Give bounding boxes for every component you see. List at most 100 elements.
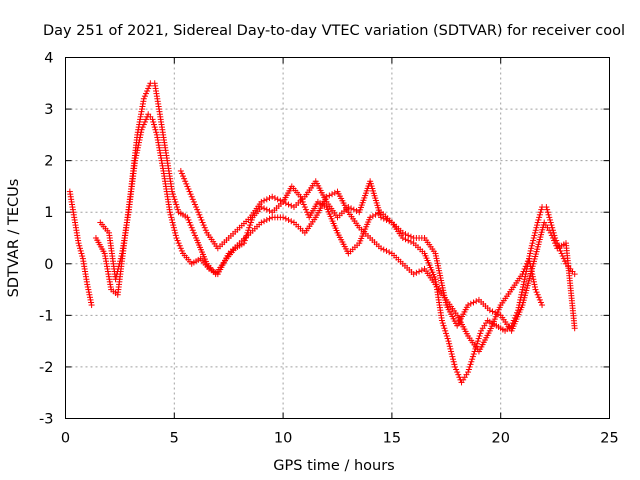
data-point (530, 278, 537, 285)
data-point (271, 195, 278, 202)
data-point (149, 116, 156, 123)
data-point (543, 204, 550, 211)
data-point (532, 286, 539, 293)
data-point (405, 237, 412, 244)
x-tick-label: 0 (61, 431, 70, 447)
data-point (137, 134, 144, 141)
data-point (521, 278, 528, 285)
data-point (85, 286, 92, 293)
data-point (150, 121, 157, 128)
data-point (378, 214, 385, 221)
data-point (184, 214, 191, 221)
data-point (441, 325, 448, 332)
data-point (520, 281, 527, 288)
data-point (348, 205, 355, 212)
data-point (172, 229, 179, 236)
data-point (453, 366, 460, 373)
data-point (529, 240, 536, 247)
data-point (139, 124, 146, 131)
data-point (195, 209, 202, 216)
data-point (439, 320, 446, 327)
data-point (525, 255, 532, 262)
data-point (535, 294, 542, 301)
data-point (518, 289, 525, 296)
data-point (302, 206, 309, 213)
data-point (277, 197, 284, 204)
data-point (145, 85, 152, 92)
data-point (153, 129, 160, 136)
data-point (531, 281, 538, 288)
data-point (266, 195, 273, 202)
data-point (186, 219, 193, 226)
data-point (520, 283, 527, 290)
data-point (399, 229, 406, 236)
series-track-a (92, 80, 578, 386)
y-tick-label: 3 (44, 102, 53, 118)
data-point (88, 299, 95, 306)
data-point (199, 219, 206, 226)
data-point (263, 196, 270, 203)
data-point (530, 276, 537, 283)
data-point (465, 366, 472, 373)
data-point (548, 232, 555, 239)
data-point (282, 215, 289, 222)
data-point (465, 369, 472, 376)
x-tick-label: 5 (170, 431, 179, 447)
data-point (553, 242, 560, 249)
data-point (489, 308, 496, 315)
data-point (561, 258, 568, 265)
data-point (197, 214, 204, 221)
series-track-b (97, 111, 546, 355)
data-point (188, 193, 195, 200)
data-point (190, 198, 197, 205)
data-point (529, 273, 536, 280)
data-point (533, 224, 540, 231)
data-point (466, 363, 473, 370)
data-point (84, 283, 91, 290)
data-point (413, 269, 420, 276)
data-point (558, 250, 565, 257)
data-point (169, 219, 176, 226)
data-point (534, 291, 541, 298)
data-point (177, 167, 184, 174)
data-point (443, 332, 450, 339)
data-point (470, 351, 477, 358)
data-point (200, 222, 207, 229)
data-point (536, 296, 543, 303)
data-point (169, 191, 176, 198)
data-point (492, 309, 499, 316)
data-point (184, 183, 191, 190)
data-point (521, 276, 528, 283)
data-point (282, 200, 289, 207)
data-point (547, 229, 554, 236)
data-point (407, 233, 414, 240)
data-point (86, 291, 93, 298)
data-point (380, 246, 387, 253)
data-point (520, 268, 527, 275)
data-point (476, 332, 483, 339)
data-point (304, 209, 311, 216)
data-point (448, 351, 455, 358)
data-point (198, 216, 205, 223)
data-point (143, 116, 150, 123)
chart-title: Day 251 of 2021, Sidereal Day-to-day VTE… (43, 23, 625, 39)
data-point (288, 202, 295, 209)
data-point (141, 93, 148, 100)
data-point (117, 255, 124, 262)
data-point (450, 358, 457, 365)
data-point (446, 343, 453, 350)
grid (65, 57, 610, 419)
data-point (383, 247, 390, 254)
data-point (544, 209, 551, 216)
data-point (190, 229, 197, 236)
data-point (494, 311, 501, 318)
data-point (133, 152, 140, 159)
data-point (172, 232, 179, 239)
x-axis-label: GPS time / hours (273, 458, 394, 474)
data-point (137, 131, 144, 138)
data-point (465, 302, 472, 309)
data-point (450, 356, 457, 363)
data-point (546, 214, 553, 221)
data-point (446, 340, 453, 347)
y-tick-label: 0 (44, 257, 53, 273)
